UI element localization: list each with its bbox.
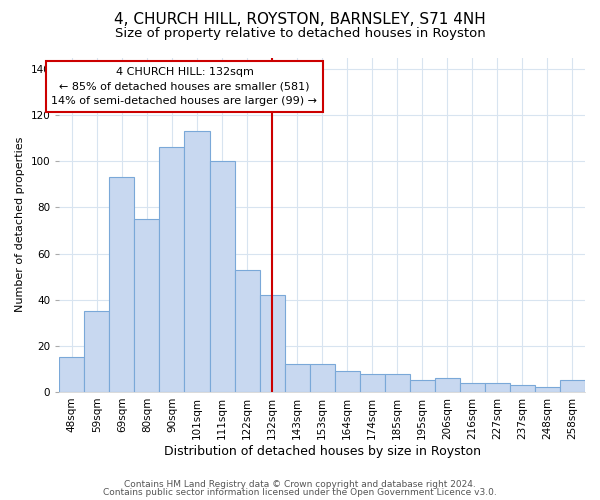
- Text: 4, CHURCH HILL, ROYSTON, BARNSLEY, S71 4NH: 4, CHURCH HILL, ROYSTON, BARNSLEY, S71 4…: [114, 12, 486, 28]
- Bar: [134, 219, 160, 392]
- Bar: [535, 388, 560, 392]
- Bar: [109, 178, 134, 392]
- Text: Contains public sector information licensed under the Open Government Licence v3: Contains public sector information licen…: [103, 488, 497, 497]
- Bar: [284, 364, 310, 392]
- Bar: [510, 385, 535, 392]
- X-axis label: Distribution of detached houses by size in Royston: Distribution of detached houses by size …: [164, 444, 481, 458]
- Bar: [360, 374, 385, 392]
- Bar: [85, 311, 109, 392]
- Bar: [560, 380, 585, 392]
- Bar: [184, 132, 209, 392]
- Bar: [310, 364, 335, 392]
- Bar: [485, 382, 510, 392]
- Bar: [435, 378, 460, 392]
- Bar: [235, 270, 260, 392]
- Text: 4 CHURCH HILL: 132sqm
← 85% of detached houses are smaller (581)
14% of semi-det: 4 CHURCH HILL: 132sqm ← 85% of detached …: [52, 66, 317, 106]
- Bar: [160, 148, 184, 392]
- Bar: [385, 374, 410, 392]
- Bar: [460, 382, 485, 392]
- Text: Contains HM Land Registry data © Crown copyright and database right 2024.: Contains HM Land Registry data © Crown c…: [124, 480, 476, 489]
- Y-axis label: Number of detached properties: Number of detached properties: [15, 137, 25, 312]
- Bar: [209, 162, 235, 392]
- Bar: [335, 371, 360, 392]
- Text: Size of property relative to detached houses in Royston: Size of property relative to detached ho…: [115, 28, 485, 40]
- Bar: [260, 295, 284, 392]
- Bar: [59, 358, 85, 392]
- Bar: [410, 380, 435, 392]
